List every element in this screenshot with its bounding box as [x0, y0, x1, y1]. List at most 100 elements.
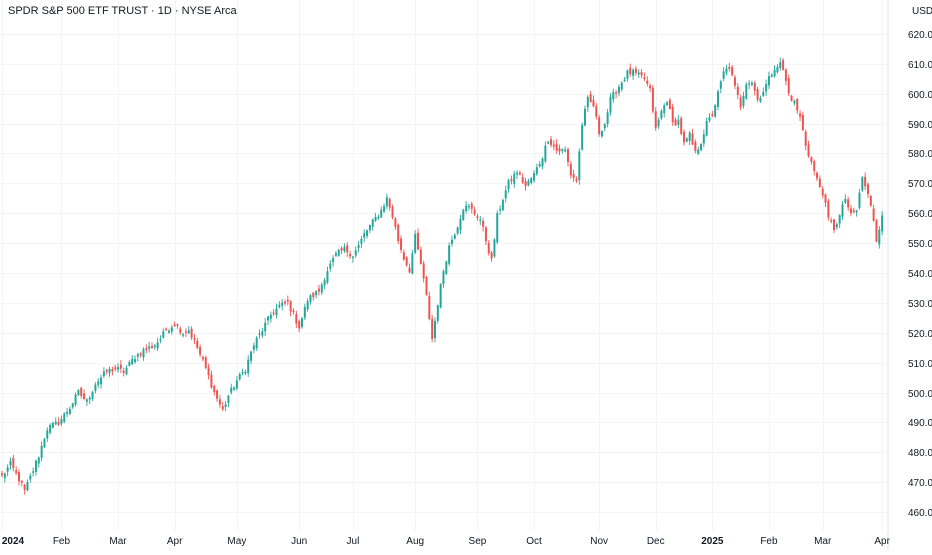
time-tick-label: May — [227, 536, 246, 547]
candle — [83, 389, 86, 401]
candle — [567, 147, 569, 167]
candle — [623, 76, 626, 82]
candle — [32, 467, 35, 477]
candle — [858, 189, 861, 210]
candle — [615, 90, 618, 99]
candle-body — [453, 234, 456, 239]
candle-body — [651, 87, 654, 112]
candle-body — [63, 413, 66, 422]
candle — [408, 263, 411, 274]
candle-body — [153, 345, 156, 348]
candle — [309, 293, 312, 305]
candle — [586, 95, 589, 112]
candle — [340, 246, 343, 255]
candle — [864, 172, 867, 191]
candle-body — [54, 421, 57, 425]
candle-body — [68, 408, 71, 414]
candle-body — [697, 149, 700, 154]
price-tick-label: 600.00 — [908, 90, 932, 101]
candle — [827, 198, 830, 221]
candle — [793, 99, 796, 106]
candle — [550, 135, 553, 148]
candle — [518, 170, 521, 176]
candle — [179, 326, 182, 336]
candle — [722, 67, 725, 82]
candle — [66, 408, 69, 418]
candle — [360, 236, 363, 249]
candle-body — [227, 395, 230, 403]
candle — [400, 235, 403, 253]
candle-body — [119, 364, 122, 369]
candle — [544, 141, 547, 163]
candle — [450, 235, 453, 247]
candle-body — [838, 215, 841, 224]
candle — [649, 83, 652, 93]
candle-body — [9, 460, 12, 466]
candle — [753, 80, 756, 96]
candle — [176, 323, 179, 329]
time-tick-label: Apr — [167, 536, 183, 547]
candle — [337, 248, 340, 257]
candle-body — [739, 97, 742, 108]
candle — [552, 139, 555, 151]
candle-body — [714, 105, 717, 117]
candle-body — [388, 199, 391, 208]
candle-body — [298, 321, 301, 329]
candle-body — [654, 111, 657, 128]
candle — [813, 159, 816, 176]
candle-body — [196, 340, 199, 348]
time-axis[interactable]: 2024 Feb Mar Apr May Jun Jul Aug Sep Oct Nov Dec 202… — [2, 536, 891, 547]
candle-body — [572, 174, 575, 178]
candle-body — [272, 312, 275, 314]
candle-body — [167, 330, 170, 333]
price-axis[interactable]: 620.00 610.00 600.00 590.00 580.00 570.00 560.… — [908, 30, 932, 519]
candle-body — [442, 271, 445, 285]
candle — [838, 214, 841, 229]
candle-body — [244, 371, 247, 374]
candle-body — [750, 82, 753, 85]
candle-body — [366, 230, 369, 236]
candle — [199, 344, 202, 358]
candle — [705, 117, 708, 137]
candle — [139, 352, 142, 358]
candle — [436, 304, 439, 324]
candle — [685, 136, 688, 143]
candle — [377, 214, 380, 220]
time-tick-label: Feb — [53, 536, 71, 547]
candle — [691, 129, 694, 146]
candle — [456, 226, 459, 236]
candle — [34, 459, 37, 476]
candle-body — [224, 404, 227, 407]
candle — [847, 196, 850, 212]
candle-body — [719, 81, 722, 89]
candle-body — [482, 220, 485, 227]
price-tick-label: 580.00 — [908, 149, 932, 160]
candle — [493, 238, 496, 258]
price-tick-label: 520.00 — [908, 329, 932, 340]
candle-body — [801, 114, 804, 131]
candle-body — [383, 206, 386, 212]
candle — [114, 364, 117, 372]
candle — [459, 214, 462, 235]
candle-body — [745, 84, 748, 99]
candle — [881, 211, 884, 236]
candle — [816, 171, 819, 182]
candle-body — [377, 216, 380, 219]
price-tick-label: 530.00 — [908, 299, 932, 310]
candle-body — [156, 342, 159, 349]
candle — [216, 389, 219, 402]
candle-body — [216, 390, 219, 399]
candle-body — [269, 314, 272, 319]
candle — [100, 374, 103, 389]
candle — [29, 473, 32, 483]
candle — [835, 222, 838, 230]
candle-body — [810, 157, 813, 162]
candle-body — [414, 234, 417, 253]
candle-body — [858, 192, 861, 208]
candle — [541, 157, 544, 170]
candle-body — [431, 318, 434, 339]
candle — [88, 395, 91, 405]
candle-body — [71, 403, 74, 408]
